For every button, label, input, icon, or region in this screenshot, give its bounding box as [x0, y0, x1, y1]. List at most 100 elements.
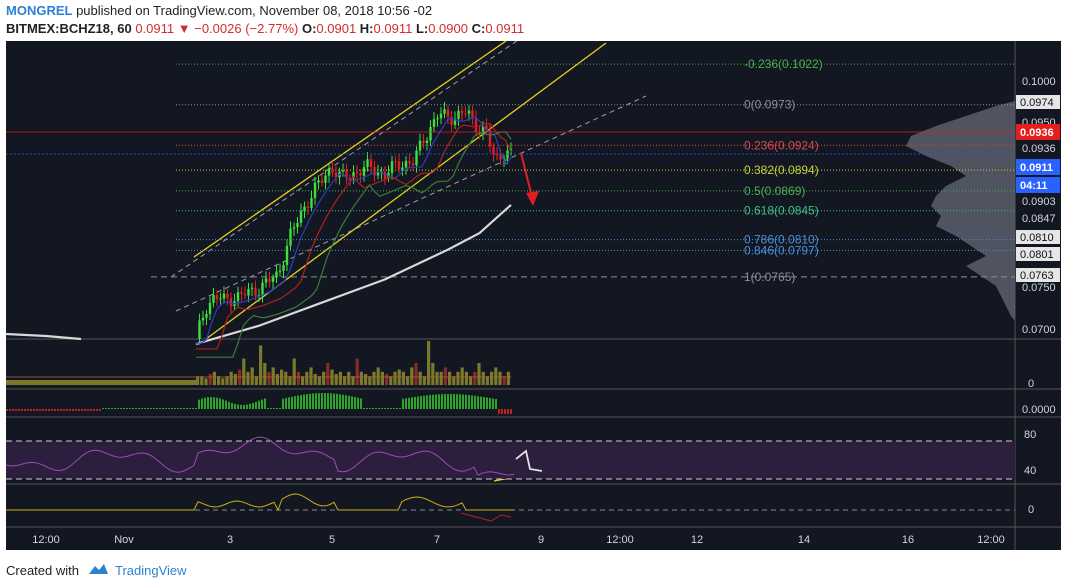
time-axis-label: Nov [114, 534, 134, 546]
fib-level-label: 0.236(0.0924) [744, 138, 819, 152]
volume-bar [267, 371, 271, 385]
macd-histogram-bar [9, 409, 11, 411]
volume-bar [406, 376, 410, 385]
candle-body [355, 172, 359, 174]
macd-histogram-bar [351, 396, 353, 409]
time-axis-label: 12 [691, 534, 703, 546]
volume-bar [452, 376, 456, 385]
volume-bar [217, 376, 221, 385]
trading-chart[interactable]: -0.236(0.1022) 0(0.0973) 0.236(0.0924) 0.38… [5, 20, 1061, 550]
macd-histogram-bar [6, 409, 8, 411]
volume-bar [271, 367, 275, 385]
candle-body [481, 125, 485, 133]
candle-body [317, 180, 320, 183]
candle-body [439, 113, 443, 119]
author-name[interactable]: MONGREL [6, 3, 73, 18]
candle-body [331, 168, 334, 173]
candle-body [205, 313, 208, 318]
volume-bar [410, 367, 414, 385]
volume-bar [288, 376, 292, 385]
price-badge [1016, 124, 1060, 140]
macd-histogram-bar [186, 408, 188, 409]
candle-body [240, 292, 243, 294]
macd-histogram-bar [162, 408, 164, 409]
volume-bar [368, 376, 372, 385]
moving-average-slow [196, 131, 512, 358]
candle-body [285, 245, 289, 265]
volume-bar [364, 374, 368, 385]
macd-histogram-bar [342, 394, 344, 409]
macd-histogram-bar [24, 409, 26, 411]
volume-bar [435, 371, 439, 385]
candle-body [215, 295, 219, 299]
volume-bar [473, 371, 477, 385]
macd-histogram-bar [183, 408, 185, 409]
macd-histogram-bar [252, 403, 254, 409]
candle-body [345, 170, 348, 179]
tradingview-logo-icon[interactable] [87, 562, 109, 579]
volume-bar [401, 371, 405, 385]
oscillator-line [6, 493, 514, 512]
candle-body [250, 287, 254, 289]
candle-body [362, 167, 366, 176]
volume-bar [233, 374, 237, 385]
macd-histogram-bar [99, 409, 101, 411]
volume-bar [221, 378, 225, 385]
candle-body [373, 166, 376, 176]
macd-histogram-bar [279, 408, 281, 409]
macd-histogram-bar [384, 408, 386, 409]
macd-histogram-bar [60, 409, 62, 411]
candle-body [366, 159, 369, 168]
macd-histogram-bar [327, 393, 329, 409]
macd-histogram-bar [306, 394, 308, 409]
candle-body [334, 172, 338, 178]
macd-histogram-bar [105, 408, 107, 409]
macd-histogram-bar [360, 398, 362, 409]
macd-histogram-bar [45, 409, 47, 411]
rsi-projection [515, 449, 543, 472]
close-label: C: [471, 21, 486, 36]
macd-axis-label: 0.0000 [1022, 404, 1056, 416]
macd-histogram-bar [456, 394, 458, 409]
volume-bar [322, 371, 326, 385]
macd-histogram-bar [30, 409, 32, 411]
candle-body [282, 264, 285, 271]
macd-histogram-bar [225, 400, 227, 409]
candle-body [324, 175, 327, 183]
macd-histogram-bar [198, 399, 200, 409]
volume-bar [414, 363, 418, 385]
macd-histogram-bar [87, 409, 89, 411]
macd-histogram-bar [381, 408, 383, 409]
candle-body [320, 180, 324, 183]
macd-histogram-bar [504, 409, 506, 414]
candle-body [341, 170, 345, 172]
macd-histogram-bar [207, 397, 209, 409]
candle-body [408, 160, 411, 164]
volume-bar [263, 363, 267, 385]
price-badge [1016, 177, 1060, 193]
macd-histogram-bar [387, 408, 389, 409]
macd-histogram-bar [213, 397, 215, 409]
price-badge-text: 04:11 [1020, 180, 1048, 192]
macd-histogram-bar [18, 409, 20, 411]
time-axis-label: 16 [902, 534, 914, 546]
macd-histogram-bar [93, 409, 95, 411]
volume-bar [502, 376, 506, 385]
volume-bar [229, 371, 233, 385]
candle-body [296, 223, 299, 228]
volume-bar [380, 371, 384, 385]
candle-body [243, 293, 247, 296]
macd-histogram-bar [48, 409, 50, 411]
candle-body [492, 146, 495, 155]
macd-histogram-bar [417, 396, 419, 409]
volume-bar [494, 367, 498, 385]
volume-bar [305, 371, 309, 385]
chart-frame[interactable]: -0.236(0.1022) 0(0.0973) 0.236(0.0924) 0.38… [5, 20, 1061, 550]
open-label: O: [301, 21, 317, 36]
macd-histogram-bar [168, 408, 170, 409]
candle-body [485, 125, 488, 131]
tradingview-brand-link[interactable]: TradingView [114, 563, 187, 578]
volume-bar [225, 376, 229, 385]
macd-histogram-bar [81, 409, 83, 411]
candle-body [404, 160, 408, 168]
